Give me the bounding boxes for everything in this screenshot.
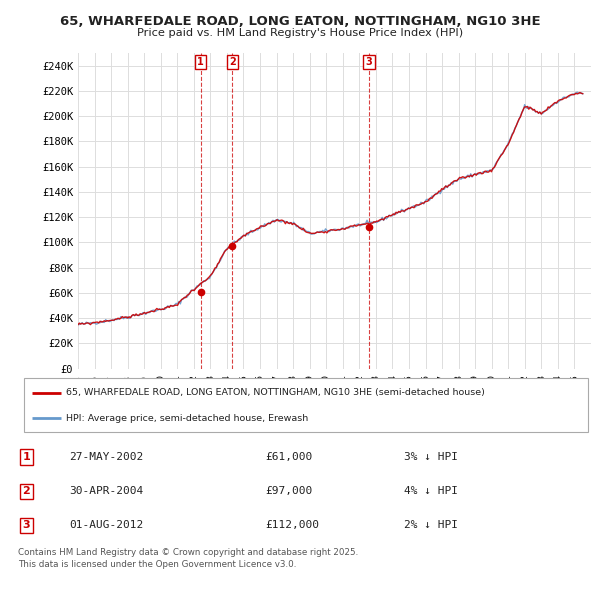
Text: 65, WHARFEDALE ROAD, LONG EATON, NOTTINGHAM, NG10 3HE: 65, WHARFEDALE ROAD, LONG EATON, NOTTING… — [59, 15, 541, 28]
Text: 3: 3 — [23, 520, 30, 530]
Text: 1: 1 — [23, 453, 30, 462]
Text: Price paid vs. HM Land Registry's House Price Index (HPI): Price paid vs. HM Land Registry's House … — [137, 28, 463, 38]
Text: 3% ↓ HPI: 3% ↓ HPI — [404, 453, 458, 462]
Text: £97,000: £97,000 — [265, 486, 313, 496]
FancyBboxPatch shape — [24, 378, 588, 432]
Text: 01-AUG-2012: 01-AUG-2012 — [70, 520, 144, 530]
Text: 4% ↓ HPI: 4% ↓ HPI — [404, 486, 458, 496]
Text: 27-MAY-2002: 27-MAY-2002 — [70, 453, 144, 462]
Text: 2: 2 — [229, 57, 236, 67]
Text: £112,000: £112,000 — [265, 520, 319, 530]
Text: Contains HM Land Registry data © Crown copyright and database right 2025.
This d: Contains HM Land Registry data © Crown c… — [18, 548, 358, 569]
Text: £61,000: £61,000 — [265, 453, 313, 462]
Text: 1: 1 — [197, 57, 204, 67]
Text: 2% ↓ HPI: 2% ↓ HPI — [404, 520, 458, 530]
Text: 65, WHARFEDALE ROAD, LONG EATON, NOTTINGHAM, NG10 3HE (semi-detached house): 65, WHARFEDALE ROAD, LONG EATON, NOTTING… — [66, 388, 485, 397]
Text: 2: 2 — [23, 486, 30, 496]
Text: 30-APR-2004: 30-APR-2004 — [70, 486, 144, 496]
Text: HPI: Average price, semi-detached house, Erewash: HPI: Average price, semi-detached house,… — [66, 414, 308, 423]
Text: 3: 3 — [365, 57, 372, 67]
